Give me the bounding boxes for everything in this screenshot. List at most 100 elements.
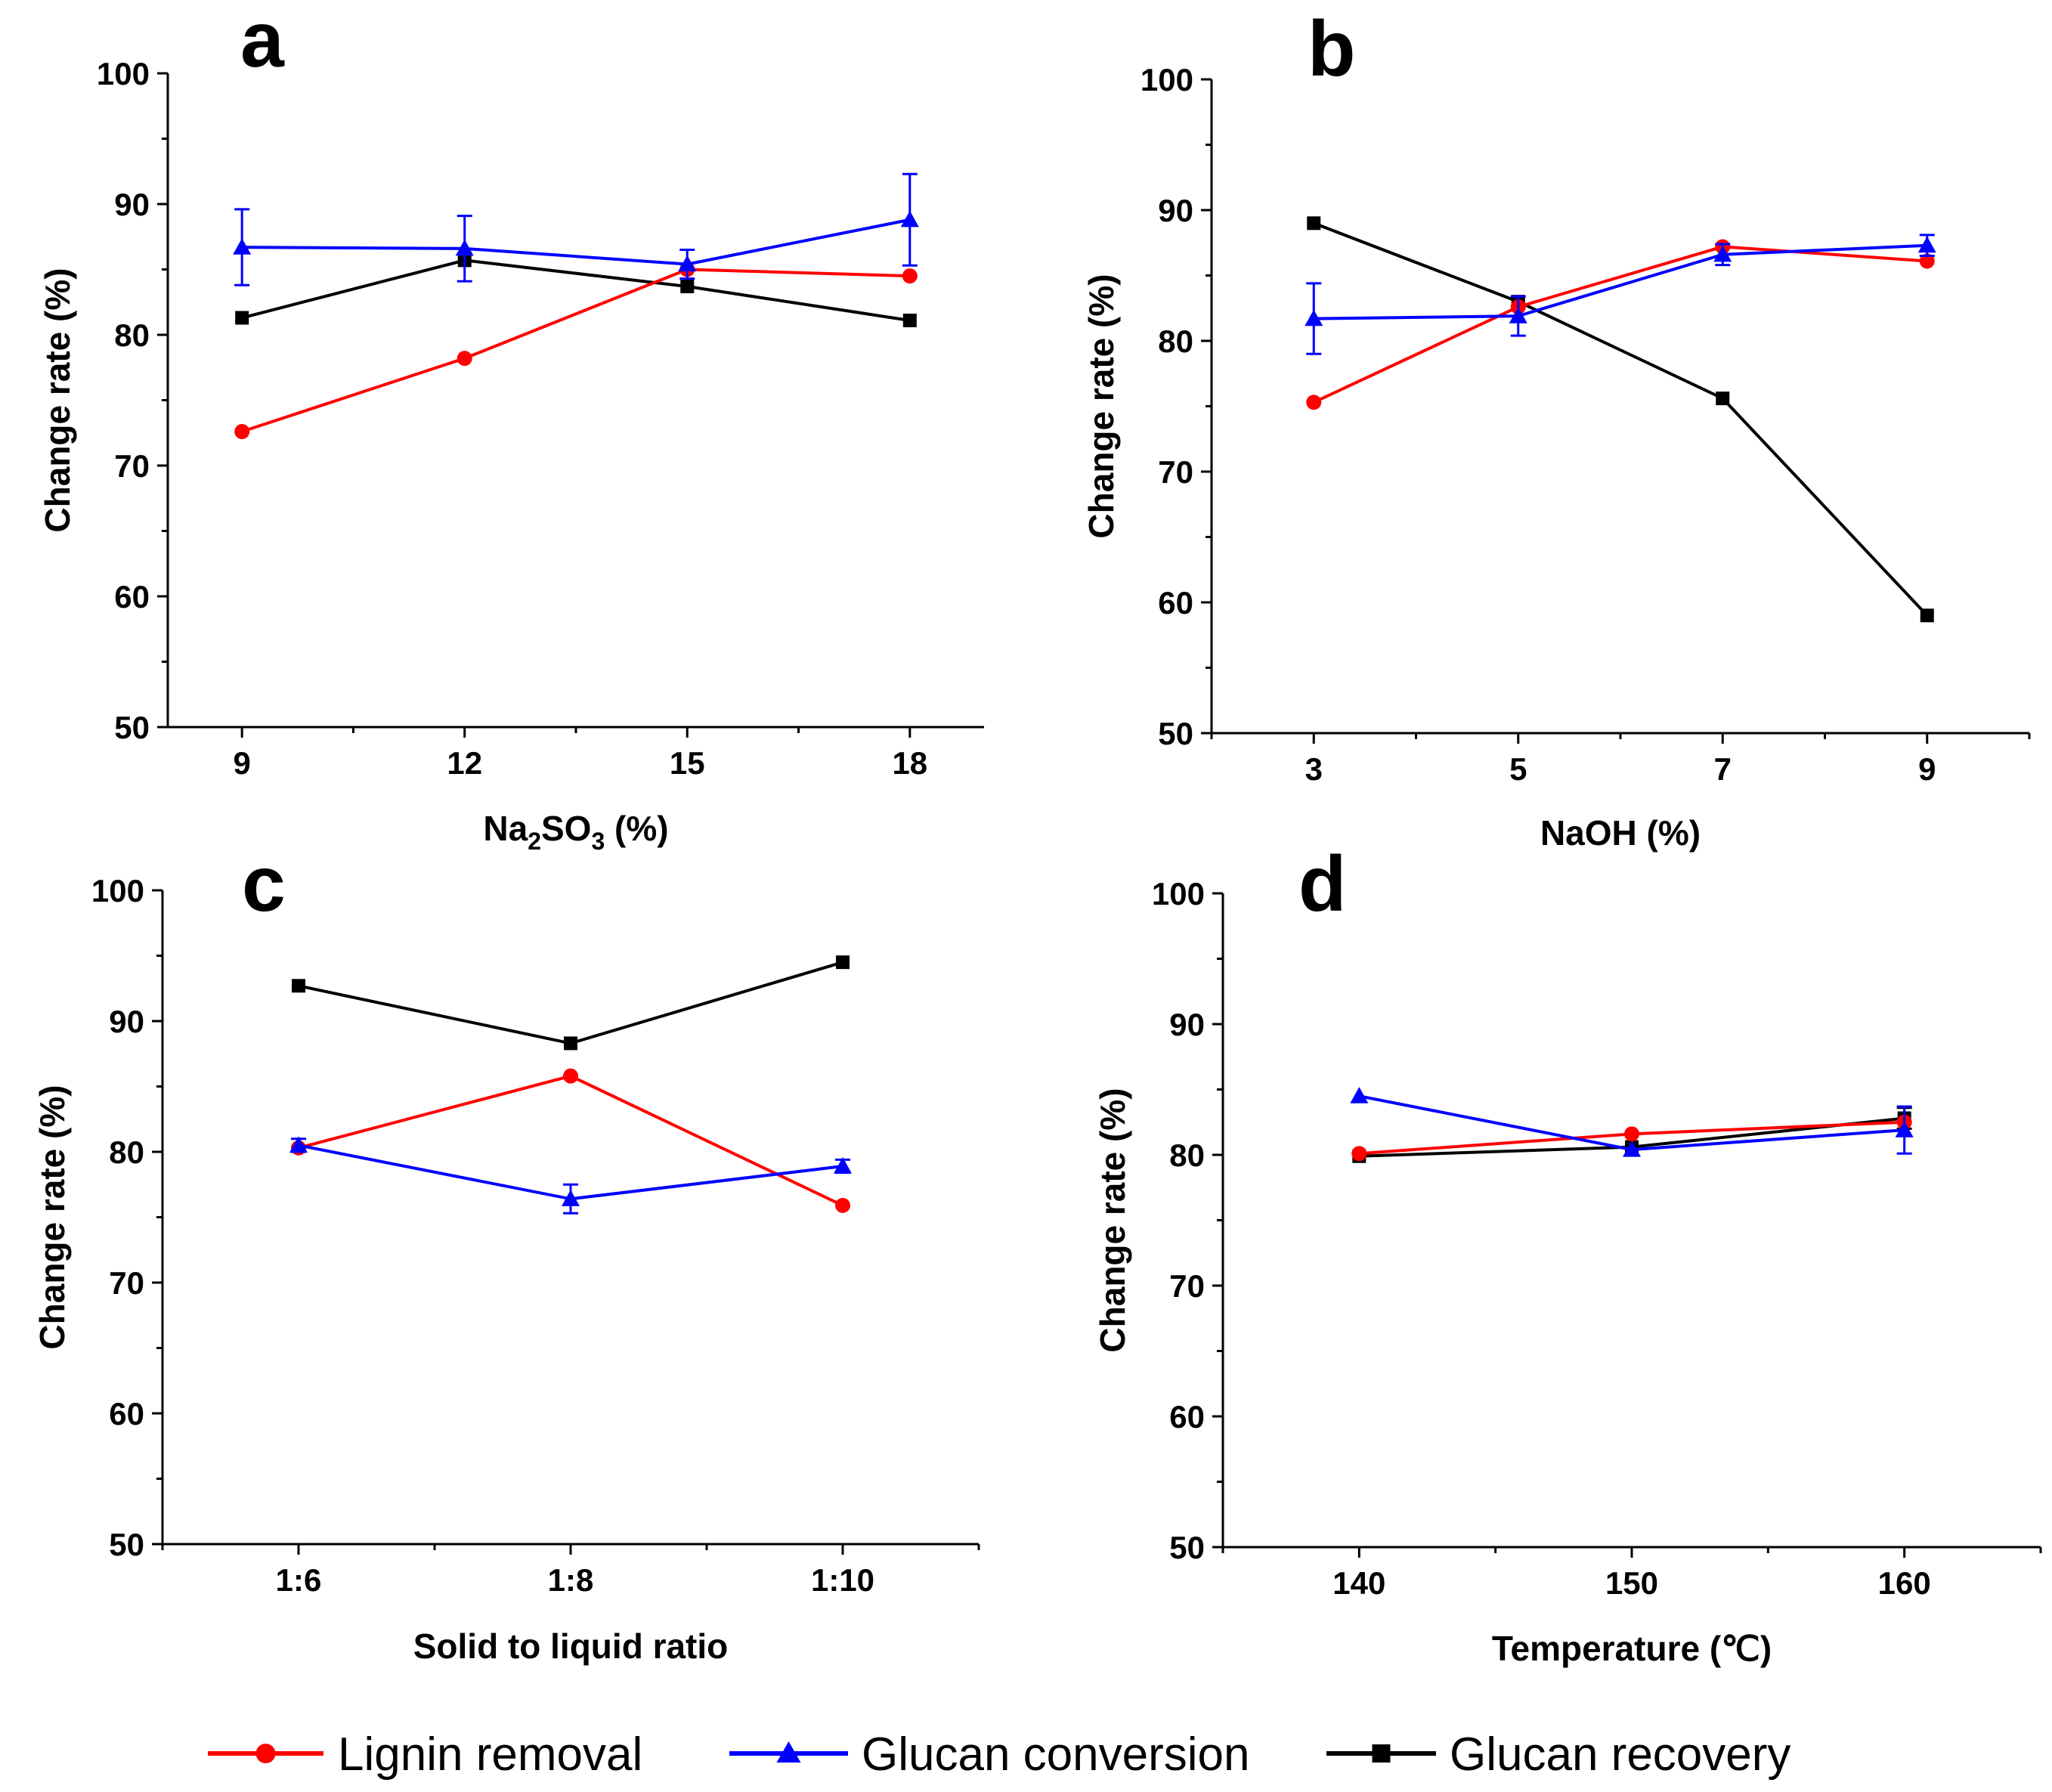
data-point [1306, 395, 1322, 410]
data-point [1895, 1121, 1914, 1137]
series-glucan-recovery [235, 253, 917, 327]
data-point [900, 210, 919, 227]
data-point [564, 1036, 577, 1051]
x-axis-title-subscript: 2 [528, 828, 541, 855]
data-point [1920, 608, 1934, 623]
data-point [457, 351, 472, 367]
panel-letter: b [1308, 5, 1356, 93]
y-tick-label: 60 [109, 1396, 144, 1431]
y-tick-label: 70 [1158, 454, 1193, 490]
legend-item: Glucan recovery [1326, 1729, 1790, 1781]
data-point [1713, 245, 1732, 262]
data-point [836, 955, 850, 970]
x-tick-label: 7 [1714, 751, 1732, 787]
x-axis-title: Na2SO3 (%) [483, 809, 668, 855]
data-point [1624, 1126, 1639, 1142]
data-point [678, 255, 697, 272]
legend: Lignin removal Glucan conversion Glucan re… [208, 1729, 1790, 1781]
series-glucan-conversion [233, 172, 919, 286]
y-tick-label: 80 [109, 1134, 144, 1170]
data-point [1917, 236, 1936, 253]
legend-marker [1372, 1744, 1391, 1763]
y-tick-label: 90 [1158, 193, 1193, 228]
y-tick-label: 50 [109, 1527, 144, 1562]
series-line [241, 258, 911, 322]
legend-item: Lignin removal [208, 1729, 642, 1781]
y-axis-title: Change rate (%) [32, 1085, 72, 1349]
y-tick-label: 60 [114, 579, 150, 614]
data-point [233, 238, 252, 255]
series-lignin-removal [1306, 239, 1935, 410]
y-tick-label: 70 [109, 1265, 144, 1301]
legend-marker [776, 1741, 801, 1763]
data-point [235, 311, 249, 325]
panel-letter: c [242, 840, 286, 928]
data-point [563, 1068, 578, 1084]
x-tick-label: 1:6 [276, 1562, 322, 1598]
data-point [1623, 1141, 1641, 1157]
y-tick-label: 70 [114, 448, 150, 484]
y-tick-label: 90 [109, 1004, 144, 1039]
series-glucan-conversion [1350, 1087, 1914, 1157]
y-tick-label: 100 [1152, 876, 1205, 911]
y-tick-label: 100 [97, 56, 150, 91]
x-tick-label: 1:10 [811, 1562, 874, 1598]
legend-label: Glucan conversion [862, 1729, 1250, 1781]
y-axis-title: Change rate (%) [1093, 1088, 1132, 1352]
data-point [1919, 253, 1935, 269]
panel-letter: d [1298, 840, 1347, 928]
series-glucan-recovery [292, 955, 850, 1051]
x-axis-title-part: Na [483, 809, 528, 848]
series-glucan-conversion [1305, 234, 1936, 355]
data-point [455, 239, 474, 256]
x-tick-label: 1:8 [548, 1562, 594, 1598]
data-point [234, 424, 250, 440]
series-glucan-conversion [289, 1136, 852, 1215]
y-axis-title: Change rate (%) [38, 268, 77, 532]
legend-item: Glucan conversion [729, 1729, 1250, 1781]
data-point [289, 1136, 308, 1153]
data-point [902, 313, 917, 327]
chart-panel-a: 50 60 70 80 90 100 9 12 15 18 Change rate (%) Na2SO… [38, 0, 984, 855]
y-tick-label: 50 [1158, 716, 1193, 751]
data-point [292, 979, 305, 993]
data-point [680, 279, 695, 293]
series-line [298, 961, 843, 1045]
series-line [1314, 243, 1927, 320]
data-point [1305, 309, 1323, 327]
chart-panel-d: 50 60 70 80 90 100 140 150 160 Change rate (%) Tem… [1093, 840, 2042, 1668]
x-axis-title: Solid to liquid ratio [413, 1626, 729, 1666]
x-tick-label: 150 [1605, 1565, 1658, 1601]
series-line [242, 218, 911, 266]
x-tick-label: 18 [892, 745, 927, 781]
x-tick-label: 9 [234, 745, 251, 781]
x-tick-label: 160 [1878, 1565, 1931, 1601]
data-point [835, 1197, 850, 1213]
y-axis-title: Change rate (%) [1082, 274, 1121, 538]
y-tick-label: 80 [114, 317, 150, 353]
x-tick-label: 140 [1332, 1565, 1385, 1601]
series-line [1313, 221, 1929, 617]
y-tick-label: 90 [114, 187, 150, 222]
x-axis-title-part: (%) [605, 809, 668, 848]
y-tick-label: 60 [1169, 1399, 1205, 1435]
x-axis-title-part: SO [541, 809, 591, 848]
data-point [1716, 392, 1730, 406]
y-tick-label: 90 [1169, 1007, 1205, 1042]
x-tick-label: 12 [447, 745, 482, 781]
x-axis-title: Temperature (℃) [1492, 1629, 1772, 1668]
data-point [562, 1190, 580, 1206]
x-tick-label: 15 [670, 745, 705, 781]
data-point [1307, 216, 1321, 231]
x-axis-title: NaOH (%) [1540, 813, 1701, 853]
y-tick-label: 80 [1158, 323, 1193, 359]
y-tick-label: 50 [1169, 1530, 1205, 1565]
x-axis-title-subscript: 3 [591, 828, 605, 855]
y-tick-label: 80 [1169, 1137, 1205, 1173]
y-tick-label: 60 [1158, 585, 1193, 621]
data-point [1509, 307, 1527, 323]
chart-panel-c: 50 60 70 80 90 100 1:6 1:8 1:10 Change rate (%) So… [32, 840, 980, 1666]
series-line [241, 268, 910, 433]
data-point [902, 268, 918, 284]
